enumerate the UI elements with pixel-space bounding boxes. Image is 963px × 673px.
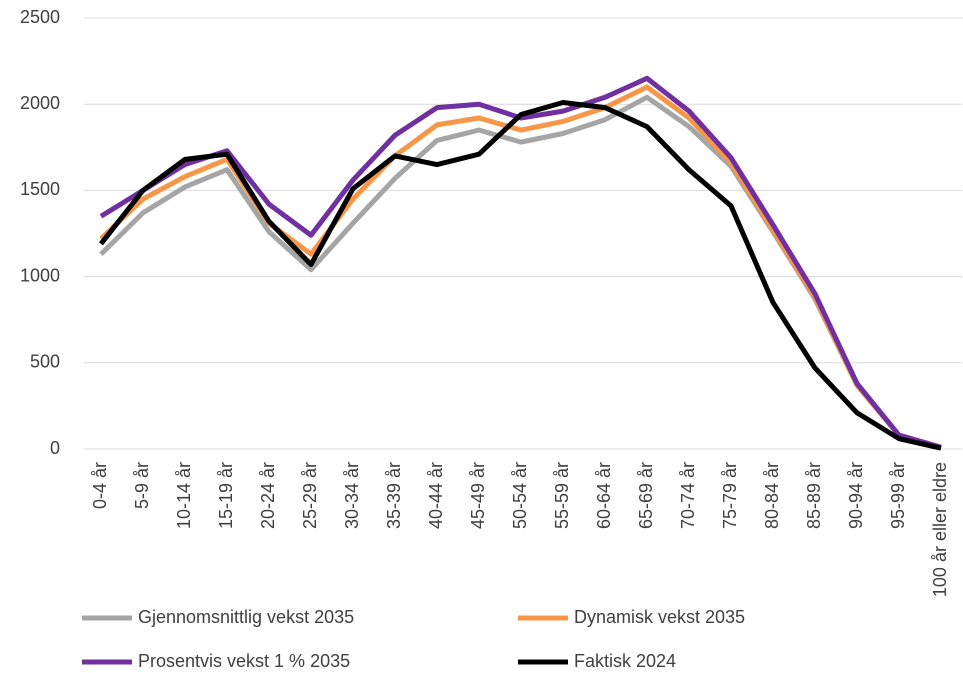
x-tick-label: 90-94 år [846, 462, 866, 529]
x-tick-label: 75-79 år [720, 462, 740, 529]
x-tick-label: 0-4 år [90, 462, 110, 509]
x-tick-label: 15-19 år [216, 462, 236, 529]
x-tick-label: 70-74 år [678, 462, 698, 529]
x-tick-label: 50-54 år [510, 462, 530, 529]
legend-label: Dynamisk vekst 2035 [574, 607, 745, 627]
series-line [99, 75, 942, 450]
x-tick-label: 65-69 år [636, 462, 656, 529]
x-tick-label: 35-39 år [384, 462, 404, 529]
series-line [99, 99, 942, 451]
x-tick-label: 85-89 år [804, 462, 824, 529]
x-tick-label: 25-29 år [300, 462, 320, 529]
y-tick-label: 1500 [20, 179, 60, 199]
y-tick-label: 2000 [20, 93, 60, 113]
y-tick-label: 0 [50, 438, 60, 458]
y-tick-label: 2500 [20, 7, 60, 27]
x-tick-label: 80-84 år [762, 462, 782, 529]
x-tick-label: 10-14 år [174, 462, 194, 529]
y-tick-label: 500 [30, 352, 60, 372]
legend-label: Faktisk 2024 [574, 651, 676, 671]
x-tick-label: 95-99 år [888, 462, 908, 529]
x-tick-label: 40-44 år [426, 462, 446, 529]
legend-label: Gjennomsnittlig vekst 2035 [138, 607, 354, 627]
x-tick-label: 30-34 år [342, 462, 362, 529]
x-tick-label: 60-64 år [594, 462, 614, 529]
legend-label: Prosentvis vekst 1 % 2035 [138, 651, 350, 671]
x-tick-label: 20-24 år [258, 462, 278, 529]
y-tick-label: 1000 [20, 265, 60, 285]
x-tick-label: 5-9 år [132, 462, 152, 509]
x-tick-label: 45-49 år [468, 462, 488, 529]
x-tick-label: 55-59 år [552, 462, 572, 529]
x-tick-label: 100 år eller eldre [930, 462, 950, 597]
